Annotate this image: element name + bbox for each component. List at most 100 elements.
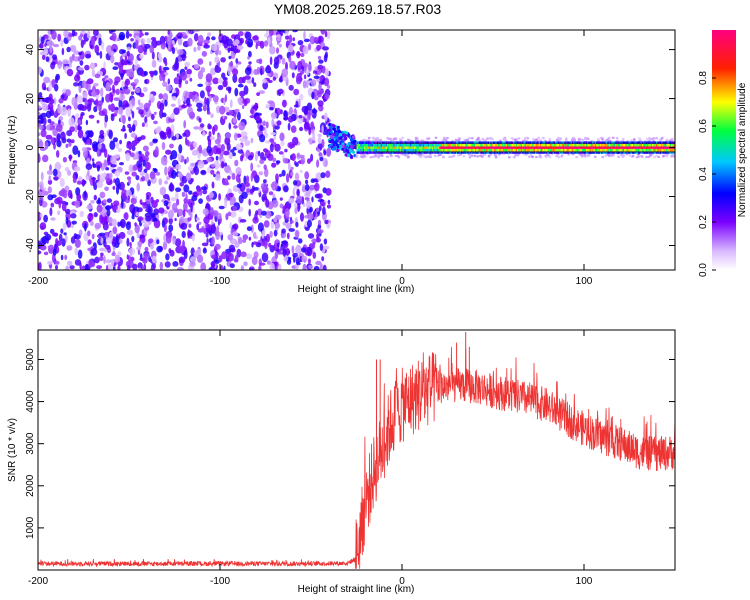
signal-cell <box>613 151 616 154</box>
noise-speckle <box>164 180 169 185</box>
noise-speckle <box>69 265 75 270</box>
noise-speckle <box>209 136 215 141</box>
noise-speckle <box>184 159 187 165</box>
noise-speckle <box>188 223 192 228</box>
x-tick-label: 0 <box>399 576 405 587</box>
signal-cell <box>501 151 504 154</box>
noise-speckle <box>228 109 234 116</box>
signal-cell <box>575 143 577 147</box>
signal-cell <box>589 151 591 154</box>
signal-cell <box>593 148 595 152</box>
noise-speckle <box>266 64 271 71</box>
signal-cell <box>425 148 427 152</box>
signal-halo <box>671 154 675 157</box>
signal-cell <box>560 148 562 152</box>
signal-cell <box>466 146 468 149</box>
noise-speckle <box>212 77 220 85</box>
signal-cell <box>396 151 398 154</box>
signal-cell <box>412 148 414 152</box>
noise-speckle <box>267 37 271 46</box>
noise-speckle <box>123 61 128 66</box>
signal-cell <box>640 146 642 149</box>
signal-cell <box>452 148 454 152</box>
signal-halo <box>649 154 652 157</box>
noise-speckle <box>48 83 52 92</box>
signal-cell <box>481 141 483 144</box>
signal-cell <box>404 143 407 147</box>
signal-halo <box>546 153 549 157</box>
signal-cell <box>445 151 448 154</box>
noise-speckle <box>40 129 47 138</box>
signal-cell <box>445 148 448 152</box>
noise-speckle <box>202 208 209 216</box>
signal-cell <box>464 148 467 152</box>
signal-cell <box>371 141 374 144</box>
signal-cell <box>398 148 400 152</box>
noise-speckle <box>106 208 111 217</box>
noise-speckle <box>274 222 281 229</box>
signal-cell <box>378 146 380 149</box>
noise-speckle <box>274 251 279 260</box>
noise-speckle <box>297 202 301 212</box>
noise-speckle <box>206 238 209 244</box>
noise-speckle <box>205 232 209 238</box>
signal-halo <box>628 154 632 157</box>
noise-speckle <box>321 201 326 207</box>
noise-speckle <box>307 233 315 239</box>
noise-speckle <box>269 138 275 143</box>
noise-speckle <box>237 97 243 104</box>
signal-cell <box>592 143 594 147</box>
noise-speckle <box>148 93 154 98</box>
signal-cell <box>576 141 579 144</box>
signal-cell <box>393 141 395 144</box>
noise-speckle <box>300 156 306 165</box>
signal-cell <box>518 151 520 154</box>
noise-speckle <box>68 117 75 127</box>
noise-speckle <box>222 80 228 88</box>
noise-speckle <box>78 85 82 93</box>
noise-speckle <box>118 231 126 240</box>
signal-cell <box>457 151 459 154</box>
signal-cell <box>371 148 374 152</box>
signal-cell <box>483 146 486 149</box>
noise-speckle <box>74 238 81 248</box>
noise-speckle <box>104 114 109 123</box>
noise-speckle <box>248 198 251 206</box>
signal-halo <box>575 155 579 159</box>
noise-speckle <box>230 149 235 153</box>
noise-speckle <box>189 111 195 120</box>
signal-cell <box>468 151 470 154</box>
noise-speckle <box>235 174 241 183</box>
signal-cell <box>421 148 423 152</box>
signal-cell <box>500 148 502 152</box>
y-tick-label: 1000 <box>25 516 36 539</box>
noise-speckle <box>248 236 252 241</box>
signal-cell <box>398 151 400 154</box>
transition-cell <box>347 133 351 137</box>
noise-speckle <box>238 76 244 84</box>
noise-speckle <box>105 244 111 250</box>
transition-cell <box>347 141 351 146</box>
noise-speckle <box>151 37 157 41</box>
signal-cell <box>393 143 395 147</box>
signal-cell <box>592 151 594 154</box>
signal-cell <box>361 151 363 154</box>
noise-speckle <box>252 35 259 41</box>
signal-cell <box>540 141 542 144</box>
signal-cell <box>362 143 365 147</box>
signal-cell <box>570 143 572 147</box>
signal-cell <box>545 146 547 149</box>
noise-speckle <box>207 166 211 173</box>
signal-cell <box>450 143 453 147</box>
signal-cell <box>573 146 575 149</box>
signal-cell <box>659 151 662 154</box>
signal-cell <box>444 143 446 147</box>
noise-speckle <box>90 91 97 97</box>
signal-halo <box>542 136 545 140</box>
signal-cell <box>508 143 510 147</box>
signal-cell <box>664 146 667 149</box>
signal-cell <box>515 141 518 144</box>
signal-halo <box>479 154 482 157</box>
noise-speckle <box>94 44 100 54</box>
signal-cell <box>528 146 530 149</box>
